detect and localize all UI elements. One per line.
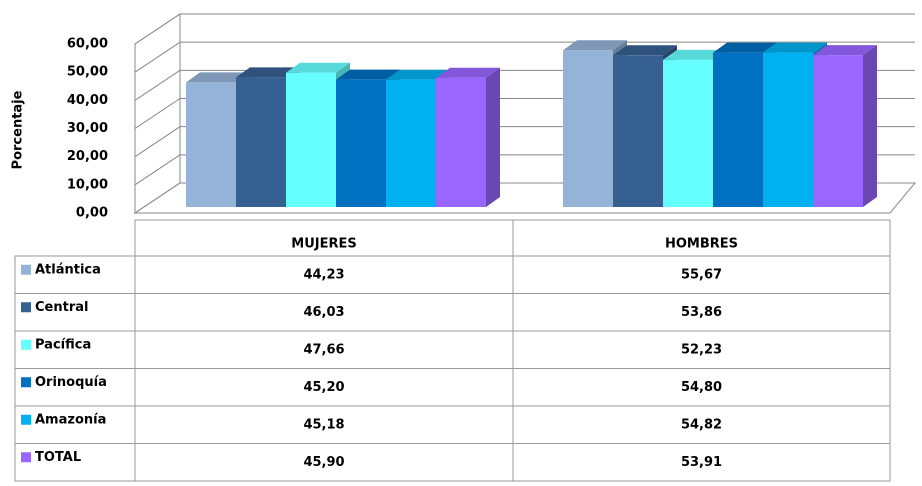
bar-top xyxy=(563,40,627,51)
table-cell xyxy=(512,368,891,407)
table-value: 47,66 xyxy=(303,342,344,357)
legend-swatch xyxy=(21,414,31,425)
y-axis-label: Porcentaje xyxy=(11,90,26,169)
table-value: 52,23 xyxy=(681,342,722,357)
table-value: 46,03 xyxy=(303,305,344,320)
bar xyxy=(386,79,436,207)
table-cell xyxy=(134,405,514,444)
bar-top xyxy=(813,45,877,56)
table-cell xyxy=(512,293,891,332)
legend-swatch xyxy=(21,339,31,350)
bar xyxy=(236,77,286,207)
bar-side xyxy=(486,67,500,207)
table-value: 55,67 xyxy=(681,267,722,282)
legend-cell xyxy=(14,368,136,407)
table-cell xyxy=(134,293,514,332)
table-cell xyxy=(512,443,891,482)
bar-top xyxy=(713,42,777,53)
grid-line xyxy=(134,41,181,73)
table-value: 44,23 xyxy=(303,267,344,282)
table-cell xyxy=(512,255,891,294)
legend-cell xyxy=(14,443,136,482)
bar xyxy=(286,72,336,208)
legend-label: Atlántica xyxy=(35,262,101,277)
table-cell xyxy=(134,330,514,369)
table-value: 54,80 xyxy=(681,380,722,395)
bar-top xyxy=(286,62,350,73)
table-header-cell xyxy=(512,219,891,257)
y-tick-label: 20,00 xyxy=(67,149,108,164)
y-tick-label: 30,00 xyxy=(67,121,108,136)
y-tick-label: 40,00 xyxy=(67,93,108,108)
bar xyxy=(436,77,486,207)
bar xyxy=(336,79,386,207)
bar xyxy=(613,55,663,207)
table-cell xyxy=(512,405,891,444)
grid-line xyxy=(134,98,181,129)
legend-label: Orinoquía xyxy=(35,375,107,390)
table-cell xyxy=(134,368,514,407)
table-value: 45,90 xyxy=(303,455,344,470)
table-cell xyxy=(134,443,514,482)
bar-top xyxy=(436,67,500,78)
table-value: 53,91 xyxy=(681,455,722,470)
grid-line xyxy=(134,182,181,214)
bar-top xyxy=(663,49,727,60)
legend-label: Central xyxy=(35,300,88,315)
x-tick-label: MUJERES xyxy=(291,237,356,252)
table-value: 53,86 xyxy=(681,305,722,320)
legend-label: TOTAL xyxy=(35,450,81,465)
y-tick-label: 10,00 xyxy=(67,177,108,192)
bar xyxy=(763,52,813,207)
bar-top xyxy=(336,69,400,80)
legend-label: Amazonía xyxy=(35,412,106,427)
x-tick-label: HOMBRES xyxy=(665,237,738,252)
bar-top xyxy=(763,42,827,53)
legend-swatch xyxy=(21,302,31,313)
grid-line xyxy=(134,154,181,186)
bar-top xyxy=(613,45,677,56)
grid-line xyxy=(134,69,181,101)
bar xyxy=(186,82,236,207)
legend-cell xyxy=(14,405,136,444)
y-tick-label: 0,00 xyxy=(76,206,108,221)
bar-top xyxy=(186,72,250,83)
table-value: 45,20 xyxy=(303,380,344,395)
table-cell xyxy=(512,330,891,369)
legend-swatch xyxy=(21,377,31,388)
table-value: 54,82 xyxy=(681,417,722,432)
y-tick-label: 60,00 xyxy=(67,37,108,52)
bar-side xyxy=(863,45,877,207)
bar-top xyxy=(386,69,450,80)
bar xyxy=(563,50,613,207)
grid-line xyxy=(134,13,181,45)
legend-swatch xyxy=(21,264,31,275)
grid-line xyxy=(134,126,181,158)
bar xyxy=(813,55,863,207)
legend-swatch xyxy=(21,452,31,463)
bar xyxy=(713,52,763,207)
bar-top xyxy=(236,67,300,78)
bar xyxy=(663,59,713,208)
legend-cell xyxy=(14,293,136,332)
legend-label: Pacífica xyxy=(35,337,91,352)
y-tick-label: 50,00 xyxy=(67,65,108,80)
table-value: 45,18 xyxy=(303,417,344,432)
